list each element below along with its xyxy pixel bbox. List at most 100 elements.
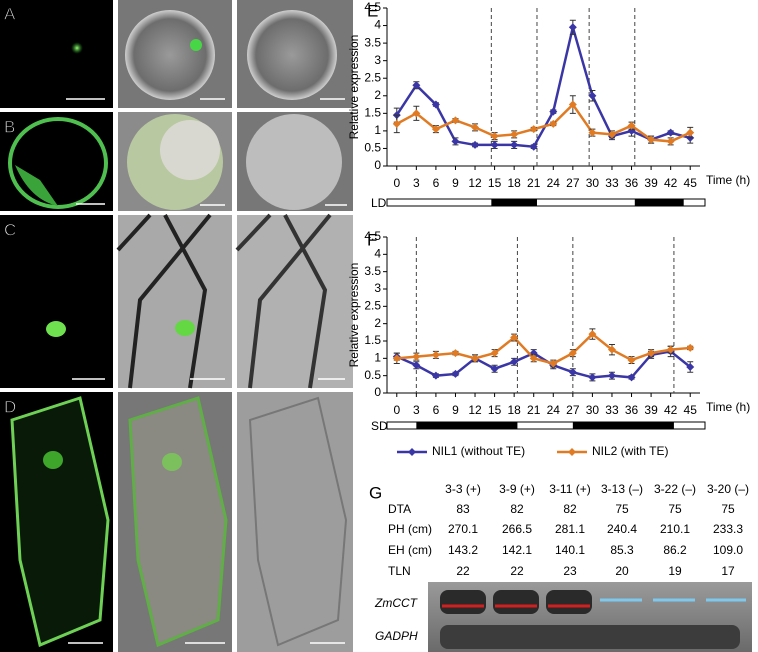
table-cell: 23 bbox=[563, 564, 577, 578]
point bbox=[588, 330, 597, 339]
x-tick-label: 45 bbox=[684, 176, 698, 190]
point bbox=[607, 345, 616, 354]
point bbox=[627, 121, 636, 130]
table-cell: 75 bbox=[721, 502, 735, 516]
series-line bbox=[395, 22, 691, 149]
point bbox=[549, 359, 558, 368]
x-tick-label: 42 bbox=[664, 176, 678, 190]
y-tick-label: 2 bbox=[374, 316, 381, 330]
y-tick-label: 0.5 bbox=[364, 368, 381, 382]
x-tick-label: 0 bbox=[393, 403, 400, 417]
point bbox=[686, 343, 695, 352]
table-cell: 83 bbox=[456, 502, 470, 516]
point bbox=[627, 373, 636, 382]
x-tick-label: 15 bbox=[488, 176, 502, 190]
row-label: DTA bbox=[388, 502, 411, 516]
point bbox=[686, 128, 695, 137]
y-tick-label: 4 bbox=[374, 247, 381, 261]
x-tick-label: 33 bbox=[605, 403, 619, 417]
x-tick-label: 6 bbox=[433, 176, 440, 190]
column-header: 3-20 (–) bbox=[707, 482, 749, 496]
point bbox=[431, 125, 440, 134]
point bbox=[588, 128, 597, 137]
table-cell: 86.2 bbox=[663, 543, 687, 557]
point bbox=[490, 364, 499, 373]
column-header: 3-11 (+) bbox=[549, 482, 590, 496]
table-cell: 85.3 bbox=[610, 543, 634, 557]
point bbox=[490, 132, 499, 141]
point bbox=[568, 100, 577, 109]
table-cell: 210.1 bbox=[660, 522, 690, 536]
table-cell: 142.1 bbox=[502, 543, 532, 557]
point bbox=[392, 119, 401, 128]
panel-letter: E bbox=[367, 1, 378, 20]
y-tick-label: 1.5 bbox=[364, 333, 381, 347]
x-tick-label: 12 bbox=[468, 176, 482, 190]
x-tick-label: 33 bbox=[605, 176, 619, 190]
point bbox=[510, 130, 519, 139]
column-header: 3-13 (–) bbox=[601, 482, 643, 496]
y-tick-label: 1.5 bbox=[364, 106, 381, 120]
x-axis-label: Time (h) bbox=[706, 400, 750, 414]
x-tick-label: 39 bbox=[644, 176, 658, 190]
panel-letter: C bbox=[4, 220, 16, 239]
table-cell: 109.0 bbox=[713, 543, 743, 557]
x-tick-label: 30 bbox=[586, 176, 600, 190]
x-tick-label: 24 bbox=[547, 403, 561, 417]
point bbox=[412, 109, 421, 118]
point bbox=[607, 371, 616, 380]
x-tick-label: 42 bbox=[664, 403, 678, 417]
y-tick-label: 4 bbox=[374, 18, 381, 32]
table-cell: 266.5 bbox=[502, 522, 532, 536]
point bbox=[607, 130, 616, 139]
y-tick-label: 4.5 bbox=[364, 0, 381, 14]
gel-label: GADPH bbox=[375, 629, 418, 643]
column-header: 3-22 (–) bbox=[654, 482, 696, 496]
x-tick-label: 9 bbox=[452, 403, 459, 417]
point bbox=[647, 349, 656, 358]
point bbox=[451, 116, 460, 125]
x-tick-label: 21 bbox=[527, 176, 541, 190]
point bbox=[549, 107, 558, 116]
point bbox=[627, 356, 636, 365]
x-tick-label: 3 bbox=[413, 176, 420, 190]
y-tick-label: 0 bbox=[374, 385, 381, 399]
row-label: EH (cm) bbox=[388, 543, 432, 557]
panel-a-images bbox=[0, 0, 353, 108]
x-tick-label: 30 bbox=[586, 403, 600, 417]
point bbox=[510, 357, 519, 366]
legend-label: NIL2 (with TE) bbox=[592, 444, 668, 458]
series-line bbox=[396, 350, 691, 379]
point bbox=[451, 369, 460, 378]
table-cell: 233.3 bbox=[713, 522, 743, 536]
x-tick-label: 0 bbox=[393, 176, 400, 190]
table-cell: 140.1 bbox=[555, 543, 585, 557]
point bbox=[568, 368, 577, 377]
y-tick-label: 2.5 bbox=[364, 70, 381, 84]
row-label: TLN bbox=[388, 564, 411, 578]
y-tick-label: 0.5 bbox=[364, 141, 381, 155]
point bbox=[647, 135, 656, 144]
legend-label: NIL1 (without TE) bbox=[432, 444, 525, 458]
x-tick-label: 39 bbox=[644, 403, 658, 417]
x-tick-label: 15 bbox=[488, 403, 502, 417]
y-tick-label: 2 bbox=[374, 88, 381, 102]
panel-c-images bbox=[0, 213, 353, 389]
y-tick-label: 1 bbox=[374, 351, 381, 365]
point bbox=[392, 354, 401, 363]
x-tick-label: 24 bbox=[547, 176, 561, 190]
legend-marker bbox=[568, 448, 576, 456]
point bbox=[451, 137, 460, 146]
panel-b-images bbox=[0, 112, 353, 211]
point bbox=[549, 119, 558, 128]
point bbox=[412, 352, 421, 361]
light-bar bbox=[386, 421, 706, 430]
point bbox=[686, 363, 695, 371]
table-cell: 19 bbox=[668, 564, 682, 578]
point bbox=[412, 361, 421, 370]
y-tick-label: 2.5 bbox=[364, 299, 381, 313]
row-label: PH (cm) bbox=[388, 522, 432, 536]
point bbox=[451, 349, 460, 358]
table-cell: 22 bbox=[510, 564, 524, 578]
